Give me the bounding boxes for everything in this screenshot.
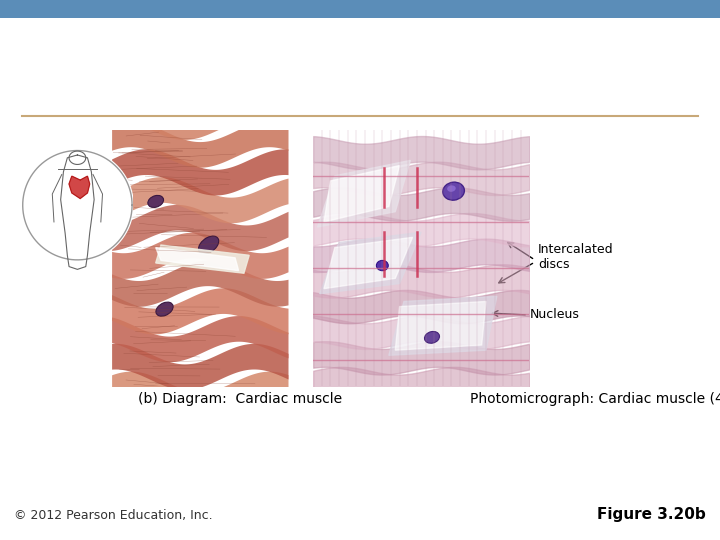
Ellipse shape — [447, 185, 456, 192]
Polygon shape — [318, 160, 410, 227]
Polygon shape — [320, 232, 421, 294]
Text: © 2012 Pearson Education, Inc.: © 2012 Pearson Education, Inc. — [14, 509, 212, 522]
Text: (b) Diagram:  Cardiac muscle: (b) Diagram: Cardiac muscle — [138, 392, 342, 406]
Text: Figure 3.20b: Figure 3.20b — [598, 507, 706, 522]
Ellipse shape — [199, 236, 219, 254]
Text: Nucleus: Nucleus — [530, 308, 580, 321]
Ellipse shape — [443, 182, 464, 200]
Polygon shape — [69, 176, 90, 199]
Text: Intercalated
discs: Intercalated discs — [538, 243, 613, 271]
Bar — [0, 0, 720, 18]
Polygon shape — [22, 150, 133, 261]
Polygon shape — [156, 247, 238, 271]
Polygon shape — [324, 238, 413, 288]
Ellipse shape — [156, 302, 173, 316]
Polygon shape — [389, 296, 497, 355]
Polygon shape — [156, 245, 249, 273]
Text: Photomicrograph: Cardiac muscle (430×).: Photomicrograph: Cardiac muscle (430×). — [470, 392, 720, 406]
Ellipse shape — [148, 195, 163, 207]
Polygon shape — [395, 301, 486, 350]
Polygon shape — [324, 165, 400, 222]
Ellipse shape — [425, 332, 439, 343]
Ellipse shape — [377, 260, 388, 271]
